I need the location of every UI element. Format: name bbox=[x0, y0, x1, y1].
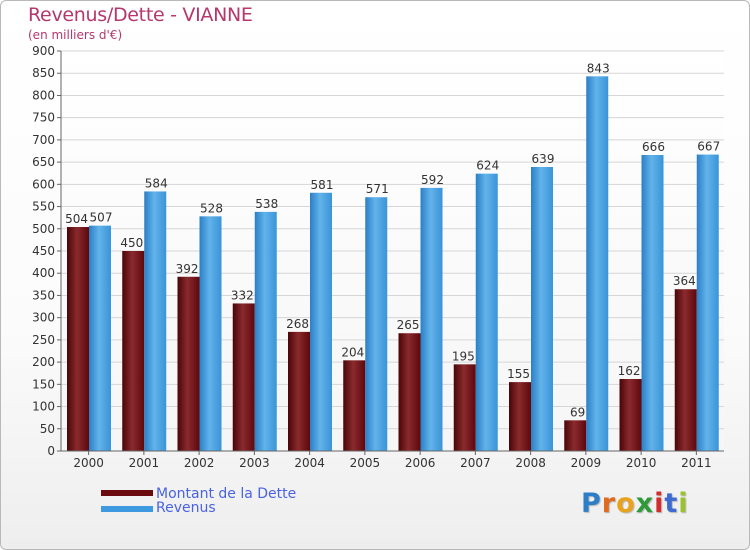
data-label-dette: 155 bbox=[507, 367, 530, 381]
bar-dette bbox=[177, 276, 200, 451]
bar-revenus bbox=[254, 211, 277, 451]
data-label-dette: 332 bbox=[231, 288, 254, 302]
bar-dette bbox=[674, 289, 697, 451]
bar-revenus bbox=[696, 154, 719, 452]
logo-letter: o bbox=[616, 488, 636, 519]
data-label-revenus: 624 bbox=[476, 159, 499, 173]
gridlines bbox=[61, 50, 724, 430]
y-tick-label: 750 bbox=[32, 111, 55, 125]
x-tick-label: 2000 bbox=[73, 456, 104, 470]
x-tick-label: 2010 bbox=[626, 456, 657, 470]
y-tick-label: 0 bbox=[47, 444, 55, 458]
logo-letter: t bbox=[664, 488, 679, 519]
bar-dette bbox=[564, 420, 587, 451]
data-label-dette: 268 bbox=[286, 317, 309, 331]
bar-dette bbox=[288, 331, 310, 451]
bar-revenus bbox=[89, 225, 111, 451]
legend-label-dette: Montant de la Dette bbox=[156, 486, 297, 502]
bar-dette bbox=[453, 364, 476, 451]
data-label-revenus: 584 bbox=[145, 176, 168, 190]
bar-dette bbox=[67, 227, 89, 451]
data-label-dette: 195 bbox=[452, 349, 475, 363]
bar-dette bbox=[343, 360, 366, 451]
y-tick-label: 650 bbox=[32, 155, 55, 169]
bar-dette bbox=[122, 251, 145, 451]
x-tick-label: 2008 bbox=[515, 456, 546, 470]
y-tick-label: 100 bbox=[32, 400, 55, 414]
logo-letter: i bbox=[678, 488, 689, 519]
bar-revenus bbox=[310, 192, 332, 451]
y-tick-label: 200 bbox=[32, 355, 55, 369]
data-label-dette: 204 bbox=[341, 345, 364, 359]
data-label-dette: 392 bbox=[176, 262, 199, 276]
data-label-revenus: 843 bbox=[587, 61, 610, 75]
bar-revenus bbox=[420, 187, 443, 451]
data-label-dette: 504 bbox=[65, 212, 88, 226]
bar-dette bbox=[619, 379, 642, 451]
logo-letter: x bbox=[635, 488, 655, 519]
proxiti-logo: Proxiti bbox=[581, 488, 689, 519]
bar-revenus bbox=[531, 167, 553, 451]
legend-label-revenus: Revenus bbox=[156, 500, 216, 516]
y-tick-label: 400 bbox=[32, 266, 55, 280]
logo-letter: r bbox=[601, 488, 617, 519]
bar-revenus bbox=[365, 197, 388, 451]
x-tick-label: 2004 bbox=[294, 456, 325, 470]
chart-subtitle: (en milliers d'€) bbox=[28, 28, 123, 42]
y-tick-label: 550 bbox=[32, 200, 55, 214]
x-tick-label: 2011 bbox=[681, 456, 712, 470]
bar-revenus bbox=[199, 216, 222, 451]
data-label-dette: 364 bbox=[673, 274, 696, 288]
x-tick-label: 2009 bbox=[571, 456, 602, 470]
y-tick-label: 800 bbox=[32, 88, 55, 102]
labels: 0 50 100 150 200 250 300 350 400 450 500 550 600 650 7… bbox=[32, 44, 720, 470]
legend-swatch-dette bbox=[101, 490, 153, 496]
data-label-revenus: 571 bbox=[366, 182, 389, 196]
axes bbox=[57, 50, 724, 455]
data-label-revenus: 666 bbox=[642, 140, 665, 154]
y-tick-label: 150 bbox=[32, 377, 55, 391]
x-tick-label: 2002 bbox=[184, 456, 215, 470]
bars bbox=[67, 76, 719, 452]
chart-title: Revenus/Dette - VIANNE bbox=[28, 4, 253, 26]
data-label-revenus: 639 bbox=[532, 152, 555, 166]
legend-swatch-revenus bbox=[101, 506, 153, 512]
y-tick-label: 850 bbox=[32, 66, 55, 80]
y-tick-label: 350 bbox=[32, 288, 55, 302]
bar-revenus bbox=[144, 191, 167, 451]
logo-letter: i bbox=[654, 488, 665, 519]
data-label-revenus: 592 bbox=[421, 173, 444, 187]
y-tick-label: 50 bbox=[40, 422, 55, 436]
bar-dette bbox=[509, 382, 531, 451]
data-label-dette: 69 bbox=[570, 405, 585, 419]
data-label-revenus: 581 bbox=[311, 178, 334, 192]
y-tick-label: 450 bbox=[32, 244, 55, 258]
bar-revenus bbox=[475, 173, 498, 451]
data-label-dette: 450 bbox=[120, 236, 143, 250]
x-tick-label: 2003 bbox=[239, 456, 270, 470]
data-label-revenus: 528 bbox=[200, 201, 223, 215]
x-tick-label: 2001 bbox=[129, 456, 160, 470]
data-label-revenus: 507 bbox=[90, 211, 113, 225]
bar-dette bbox=[232, 303, 255, 451]
x-tick-label: 2006 bbox=[405, 456, 436, 470]
bar-revenus bbox=[641, 155, 664, 451]
y-tick-label: 600 bbox=[32, 177, 55, 191]
bar-revenus bbox=[586, 76, 609, 451]
bar-dette bbox=[398, 333, 421, 451]
data-label-revenus: 538 bbox=[255, 197, 278, 211]
logo-letter: P bbox=[581, 488, 602, 519]
y-tick-label: 900 bbox=[32, 44, 55, 58]
data-label-dette: 162 bbox=[618, 364, 641, 378]
y-tick-label: 700 bbox=[32, 133, 55, 147]
data-label-revenus: 667 bbox=[697, 140, 720, 154]
y-tick-label: 250 bbox=[32, 333, 55, 347]
y-tick-label: 500 bbox=[32, 222, 55, 236]
data-label-dette: 265 bbox=[397, 318, 420, 332]
y-tick-label: 300 bbox=[32, 311, 55, 325]
x-tick-label: 2005 bbox=[350, 456, 381, 470]
x-tick-label: 2007 bbox=[460, 456, 491, 470]
